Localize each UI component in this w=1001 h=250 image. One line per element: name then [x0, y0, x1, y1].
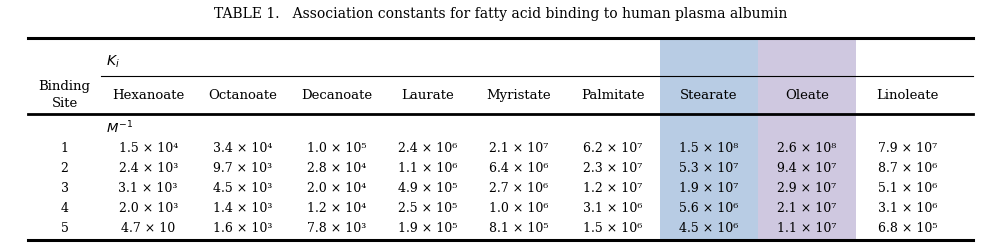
Text: 9.7 × 10³: 9.7 × 10³	[212, 161, 272, 174]
Text: 1.1 × 10⁷: 1.1 × 10⁷	[777, 221, 837, 234]
Text: 1.2 × 10⁷: 1.2 × 10⁷	[583, 181, 643, 194]
Text: 2.4 × 10⁶: 2.4 × 10⁶	[397, 141, 457, 154]
Text: 5: 5	[61, 221, 68, 234]
Bar	[660, 39, 758, 240]
Text: 1.5 × 10⁶: 1.5 × 10⁶	[583, 221, 643, 234]
Text: 4.9 × 10⁵: 4.9 × 10⁵	[397, 181, 457, 194]
Text: Stearate: Stearate	[680, 88, 738, 102]
Text: 1.5 × 10⁸: 1.5 × 10⁸	[679, 141, 739, 154]
Text: 4.5 × 10³: 4.5 × 10³	[212, 181, 272, 194]
Text: Linoleate: Linoleate	[876, 88, 939, 102]
Text: 2.4 × 10³: 2.4 × 10³	[118, 161, 178, 174]
Text: 6.2 × 10⁷: 6.2 × 10⁷	[583, 141, 643, 154]
Text: $M^{-1}$: $M^{-1}$	[106, 119, 133, 136]
Text: 4.7 × 10: 4.7 × 10	[121, 221, 175, 234]
Text: 2.0 × 10³: 2.0 × 10³	[118, 201, 178, 214]
Text: 1.1 × 10⁶: 1.1 × 10⁶	[397, 161, 457, 174]
Text: Myristate: Myristate	[486, 88, 551, 102]
Text: Binding
Site: Binding Site	[39, 80, 90, 110]
Text: Decanoate: Decanoate	[300, 88, 372, 102]
Text: 1.6 × 10³: 1.6 × 10³	[212, 221, 272, 234]
Text: Laurate: Laurate	[401, 88, 453, 102]
Text: 4.5 × 10⁶: 4.5 × 10⁶	[679, 221, 739, 234]
Text: 3.4 × 10⁴: 3.4 × 10⁴	[212, 141, 272, 154]
Text: 2.5 × 10⁵: 2.5 × 10⁵	[397, 201, 457, 214]
Text: 3.1 × 10⁶: 3.1 × 10⁶	[878, 201, 937, 214]
Text: 2.1 × 10⁷: 2.1 × 10⁷	[777, 201, 837, 214]
Text: Palmitate: Palmitate	[581, 88, 645, 102]
Text: 2.1 × 10⁷: 2.1 × 10⁷	[488, 141, 549, 154]
Text: 3: 3	[61, 181, 68, 194]
Text: 8.1 × 10⁵: 8.1 × 10⁵	[488, 221, 549, 234]
Text: 1.9 × 10⁷: 1.9 × 10⁷	[679, 181, 739, 194]
Text: 9.4 × 10⁷: 9.4 × 10⁷	[777, 161, 837, 174]
Text: 2.6 × 10⁸: 2.6 × 10⁸	[777, 141, 837, 154]
Text: 4: 4	[61, 201, 68, 214]
Text: 6.4 × 10⁶: 6.4 × 10⁶	[488, 161, 549, 174]
Text: 1.9 × 10⁵: 1.9 × 10⁵	[397, 221, 457, 234]
Text: 3.1 × 10⁶: 3.1 × 10⁶	[583, 201, 643, 214]
Text: 1.0 × 10⁵: 1.0 × 10⁵	[306, 141, 366, 154]
Text: 7.9 × 10⁷: 7.9 × 10⁷	[878, 141, 937, 154]
Text: $K_i$: $K_i$	[106, 53, 120, 70]
Text: 3.1 × 10³: 3.1 × 10³	[118, 181, 178, 194]
Text: 1: 1	[61, 141, 68, 154]
Text: 6.8 × 10⁵: 6.8 × 10⁵	[878, 221, 937, 234]
Text: 2.9 × 10⁷: 2.9 × 10⁷	[777, 181, 837, 194]
Text: Octanoate: Octanoate	[208, 88, 276, 102]
Text: 1.5 × 10⁴: 1.5 × 10⁴	[118, 141, 178, 154]
Text: 5.1 × 10⁶: 5.1 × 10⁶	[878, 181, 937, 194]
Bar	[758, 39, 856, 240]
Text: 2.8 × 10⁴: 2.8 × 10⁴	[306, 161, 366, 174]
Text: 5.6 × 10⁶: 5.6 × 10⁶	[679, 201, 739, 214]
Text: 1.4 × 10³: 1.4 × 10³	[212, 201, 272, 214]
Text: 2.7 × 10⁶: 2.7 × 10⁶	[488, 181, 549, 194]
Text: Oleate: Oleate	[785, 88, 829, 102]
Text: 2.0 × 10⁴: 2.0 × 10⁴	[306, 181, 366, 194]
Text: 2: 2	[61, 161, 68, 174]
Text: 8.7 × 10⁶: 8.7 × 10⁶	[878, 161, 937, 174]
Text: 1.2 × 10⁴: 1.2 × 10⁴	[306, 201, 366, 214]
Text: Hexanoate: Hexanoate	[112, 88, 184, 102]
Text: 2.3 × 10⁷: 2.3 × 10⁷	[583, 161, 643, 174]
Text: 7.8 × 10³: 7.8 × 10³	[306, 221, 366, 234]
Text: TABLE 1.   Association constants for fatty acid binding to human plasma albumin: TABLE 1. Association constants for fatty…	[214, 7, 787, 21]
Text: 1.0 × 10⁶: 1.0 × 10⁶	[488, 201, 549, 214]
Text: 5.3 × 10⁷: 5.3 × 10⁷	[679, 161, 739, 174]
